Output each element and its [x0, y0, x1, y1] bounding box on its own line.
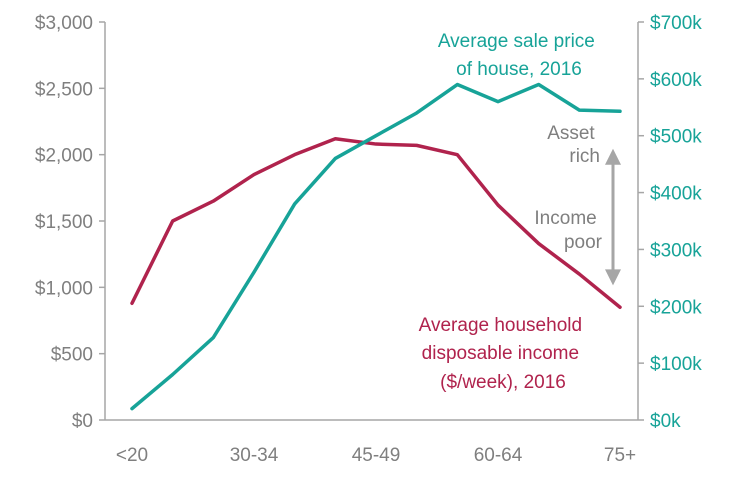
left-tick-labels: $0 $500 $1,000 $1,500 $2,000 $2,500 $3,000 — [35, 13, 105, 432]
right-tick-label: $200k — [650, 297, 702, 318]
left-tick-label: $1,000 — [35, 278, 93, 299]
arrow-head-down — [605, 269, 621, 286]
income-label-line-1: Average household — [419, 315, 582, 336]
income-poor-label-line-1: Income — [534, 208, 596, 229]
right-tick-label: $100k — [650, 354, 702, 375]
x-tick-label: <20 — [116, 445, 148, 466]
income-poor-label-line-2: poor — [564, 232, 603, 253]
income-label: Average household disposable income ($/w… — [419, 315, 588, 393]
series-lines — [130, 82, 622, 411]
right-tick-label: $700k — [650, 13, 702, 34]
income-label-line-2: disposable income — [422, 343, 579, 364]
house-price-label-line-1: Average sale price — [438, 31, 595, 52]
x-tick-label: 60-64 — [474, 445, 523, 466]
left-tick-label: $3,000 — [35, 13, 93, 34]
right-tick-label: $400k — [650, 184, 702, 205]
asset-rich-label-line-1: Asset — [547, 123, 595, 144]
annotations: Average sale price of house, 2016 Averag… — [419, 31, 603, 393]
left-tick-label: $500 — [51, 345, 93, 366]
arrow-head-up — [605, 148, 621, 165]
x-tick-labels: <20 30-34 45-49 60-64 75+ — [116, 445, 636, 466]
right-tick-label: $0k — [650, 411, 681, 432]
x-tick-label: 75+ — [604, 445, 636, 466]
asset-rich-label-line-2: rich — [569, 146, 600, 167]
right-tick-label: $500k — [650, 127, 702, 148]
income-poor-label: Income poor — [534, 208, 602, 253]
right-tick-label: $600k — [650, 70, 702, 91]
asset-rich-income-poor-arrow — [605, 148, 621, 286]
x-tick-label: 45-49 — [352, 445, 401, 466]
left-tick-label: $2,500 — [35, 79, 93, 100]
left-tick-label: $2,000 — [35, 146, 93, 167]
right-tick-label: $300k — [650, 240, 702, 261]
house-price-label-line-2: of house, 2016 — [456, 59, 582, 80]
house-price-label: Average sale price of house, 2016 — [438, 31, 600, 80]
left-tick-label: $1,500 — [35, 212, 93, 233]
left-tick-label: $0 — [72, 411, 93, 432]
income-label-line-3: ($/week), 2016 — [440, 372, 566, 393]
right-tick-labels: $0k $100k $200k $300k $400k $500k $600k $700k — [638, 13, 702, 432]
x-tick-label: 30-34 — [230, 445, 279, 466]
asset-rich-label: Asset rich — [547, 123, 600, 167]
